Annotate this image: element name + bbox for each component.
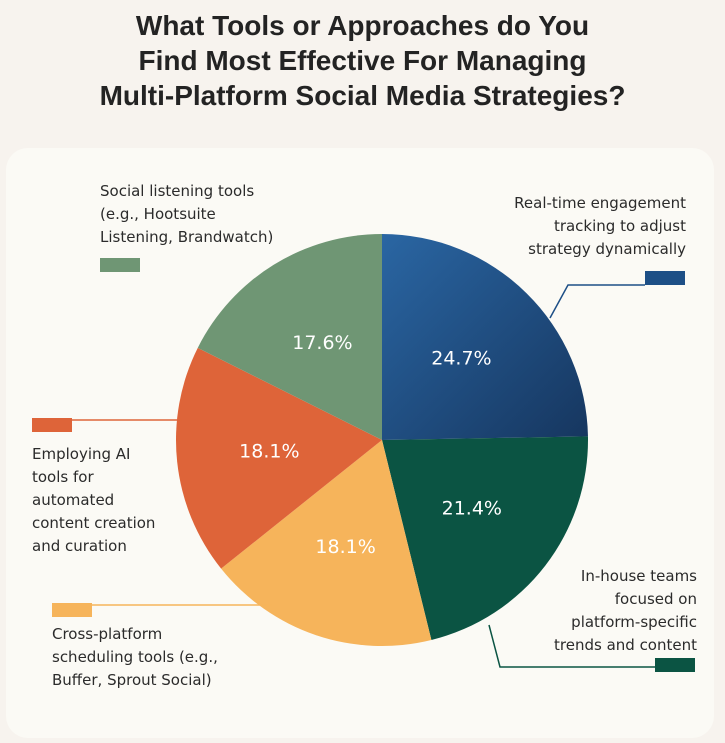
chart-title: What Tools or Approaches do You Find Mos…: [99, 10, 626, 111]
legend-swatch: [655, 658, 695, 672]
legend-swatch: [645, 271, 685, 285]
leader-line: [488, 624, 655, 668]
legend-swatch: [32, 418, 72, 432]
legend-label: Cross-platform scheduling tools (e.g., B…: [52, 625, 218, 689]
legend-label: Real-time engagement tracking to adjust …: [514, 194, 686, 258]
pie-slice: [382, 234, 588, 440]
pie-slice: [197, 234, 382, 440]
value-label: 18.1%: [239, 440, 299, 462]
pie-slice: [176, 347, 382, 569]
legend-swatch: [52, 603, 92, 617]
legend-label: In-house teams focused on platform-speci…: [554, 567, 697, 654]
pie-slice: [382, 436, 588, 640]
value-label: 17.6%: [292, 332, 352, 354]
pie-slice: [221, 440, 432, 646]
leader-line: [549, 284, 645, 319]
legend-swatch: [100, 258, 140, 272]
legend-label: Employing AI tools for automated content…: [32, 445, 156, 555]
value-label: 21.4%: [442, 498, 502, 520]
legend-label: Social listening tools (e.g., Hootsuite …: [100, 182, 274, 246]
value-label: 18.1%: [315, 536, 375, 558]
value-label: 24.7%: [431, 348, 491, 370]
